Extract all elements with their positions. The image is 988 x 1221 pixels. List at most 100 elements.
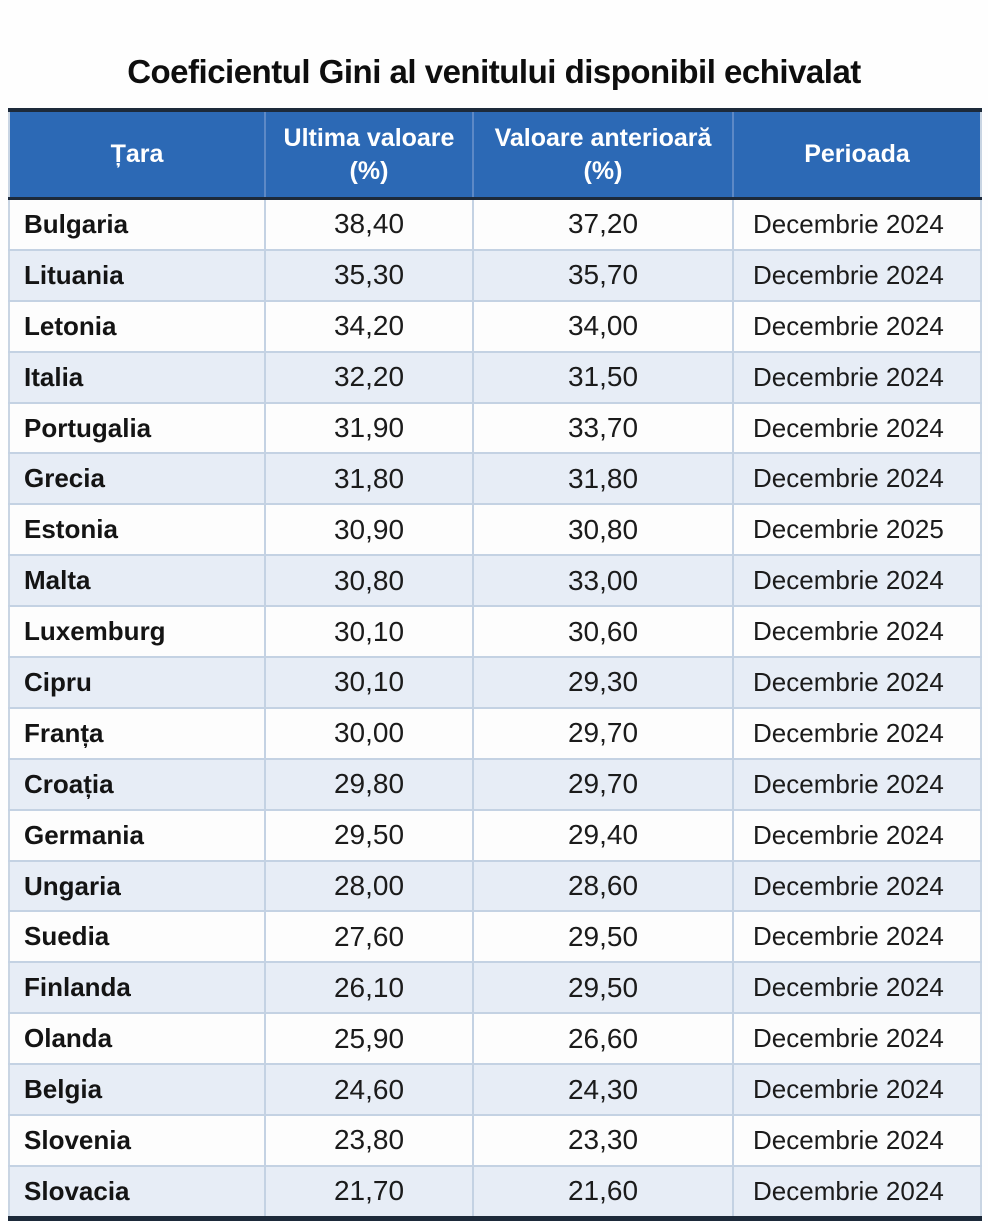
previous-value-cell: 24,30 xyxy=(472,1063,733,1116)
column-header-unit: (%) xyxy=(583,156,623,185)
period-cell: Decembrie 2024 xyxy=(732,656,981,708)
country-cell: Germania xyxy=(9,808,265,861)
country-cell: Olanda xyxy=(9,1012,265,1065)
period-cell: Decembrie 2024 xyxy=(732,554,981,607)
period-cell: Decembrie 2024 xyxy=(732,299,981,352)
table-row: Slovacia 21,70 21,60 Decembrie 2024 xyxy=(9,1164,981,1219)
last-value-cell: 25,90 xyxy=(264,1012,473,1065)
previous-value-cell: 30,60 xyxy=(472,605,733,658)
period-cell: Decembrie 2024 xyxy=(732,706,981,759)
country-cell: Bulgaria xyxy=(9,197,265,250)
country-cell: Portugalia xyxy=(9,401,265,454)
column-header-country: Țara xyxy=(9,108,265,200)
country-cell: Lituania xyxy=(9,248,265,301)
country-cell: Finlanda xyxy=(9,961,265,1014)
previous-value-cell: 29,50 xyxy=(472,910,733,963)
last-value-cell: 23,80 xyxy=(264,1114,473,1166)
column-header-last-value: Ultima valoare (%) xyxy=(264,108,473,200)
table-header-row: Țara Ultima valoare (%) Valoare anterioa… xyxy=(9,108,981,200)
country-cell: Italia xyxy=(9,350,265,403)
previous-value-cell: 21,60 xyxy=(472,1164,733,1219)
table-header: Țara Ultima valoare (%) Valoare anterioa… xyxy=(9,108,981,200)
table-row: Cipru 30,10 29,30 Decembrie 2024 xyxy=(9,656,981,708)
period-cell: Decembrie 2024 xyxy=(732,757,981,810)
table-row: Germania 29,50 29,40 Decembrie 2024 xyxy=(9,808,981,861)
table-row: Portugalia 31,90 33,70 Decembrie 2024 xyxy=(9,401,981,454)
country-cell: Franța xyxy=(9,706,265,759)
period-cell: Decembrie 2024 xyxy=(732,401,981,454)
table-row: Bulgaria 38,40 37,20 Decembrie 2024 xyxy=(9,197,981,250)
previous-value-cell: 28,60 xyxy=(472,859,733,912)
table-row: Olanda 25,90 26,60 Decembrie 2024 xyxy=(9,1012,981,1065)
country-cell: Malta xyxy=(9,554,265,607)
last-value-cell: 24,60 xyxy=(264,1063,473,1116)
table-row: Luxemburg 30,10 30,60 Decembrie 2024 xyxy=(9,605,981,658)
previous-value-cell: 34,00 xyxy=(472,299,733,352)
previous-value-cell: 29,40 xyxy=(472,808,733,861)
table-row: Lituania 35,30 35,70 Decembrie 2024 xyxy=(9,248,981,301)
last-value-cell: 21,70 xyxy=(264,1164,473,1219)
last-value-cell: 30,90 xyxy=(264,503,473,556)
last-value-cell: 30,10 xyxy=(264,656,473,708)
period-cell: Decembrie 2024 xyxy=(732,961,981,1014)
table-row: Grecia 31,80 31,80 Decembrie 2024 xyxy=(9,452,981,505)
last-value-cell: 26,10 xyxy=(264,961,473,1014)
period-cell: Decembrie 2024 xyxy=(732,1114,981,1166)
table-row: Slovenia 23,80 23,30 Decembrie 2024 xyxy=(9,1114,981,1166)
last-value-cell: 29,80 xyxy=(264,757,473,810)
previous-value-cell: 30,80 xyxy=(472,503,733,556)
previous-value-cell: 33,70 xyxy=(472,401,733,454)
table-row: Ungaria 28,00 28,60 Decembrie 2024 xyxy=(9,859,981,912)
country-cell: Croația xyxy=(9,757,265,810)
column-header-period: Perioada xyxy=(732,108,981,200)
period-cell: Decembrie 2024 xyxy=(732,248,981,301)
country-cell: Slovacia xyxy=(9,1164,265,1219)
previous-value-cell: 31,50 xyxy=(472,350,733,403)
table-body: Bulgaria 38,40 37,20 Decembrie 2024 Lituania… xyxy=(9,197,981,1219)
period-cell: Decembrie 2024 xyxy=(732,910,981,963)
period-cell: Decembrie 2024 xyxy=(732,1164,981,1219)
previous-value-cell: 35,70 xyxy=(472,248,733,301)
previous-value-cell: 31,80 xyxy=(472,452,733,505)
period-cell: Decembrie 2024 xyxy=(732,197,981,250)
country-cell: Belgia xyxy=(9,1063,265,1116)
country-cell: Estonia xyxy=(9,503,265,556)
last-value-cell: 38,40 xyxy=(264,197,473,250)
column-header-unit: (%) xyxy=(349,156,389,185)
period-cell: Decembrie 2024 xyxy=(732,859,981,912)
table-row: Estonia 30,90 30,80 Decembrie 2025 xyxy=(9,503,981,556)
column-header-label: Țara xyxy=(110,140,164,168)
period-cell: Decembrie 2024 xyxy=(732,808,981,861)
last-value-cell: 28,00 xyxy=(264,859,473,912)
last-value-cell: 31,80 xyxy=(264,452,473,505)
country-cell: Suedia xyxy=(9,910,265,963)
previous-value-cell: 29,70 xyxy=(472,706,733,759)
last-value-cell: 30,10 xyxy=(264,605,473,658)
last-value-cell: 32,20 xyxy=(264,350,473,403)
gini-table: Țara Ultima valoare (%) Valoare anterioa… xyxy=(8,108,982,1221)
table-row: Belgia 24,60 24,30 Decembrie 2024 xyxy=(9,1063,981,1116)
table-row: Suedia 27,60 29,50 Decembrie 2024 xyxy=(9,910,981,963)
last-value-cell: 29,50 xyxy=(264,808,473,861)
table-row: Finlanda 26,10 29,50 Decembrie 2024 xyxy=(9,961,981,1014)
country-cell: Cipru xyxy=(9,656,265,708)
table-row: Malta 30,80 33,00 Decembrie 2024 xyxy=(9,554,981,607)
previous-value-cell: 26,60 xyxy=(472,1012,733,1065)
column-header-label: Perioada xyxy=(804,140,910,168)
period-cell: Decembrie 2024 xyxy=(732,605,981,658)
period-cell: Decembrie 2024 xyxy=(732,350,981,403)
previous-value-cell: 37,20 xyxy=(472,197,733,250)
last-value-cell: 35,30 xyxy=(264,248,473,301)
table-row: Letonia 34,20 34,00 Decembrie 2024 xyxy=(9,299,981,352)
previous-value-cell: 29,30 xyxy=(472,656,733,708)
last-value-cell: 30,80 xyxy=(264,554,473,607)
table-row: Italia 32,20 31,50 Decembrie 2024 xyxy=(9,350,981,403)
previous-value-cell: 29,70 xyxy=(472,757,733,810)
column-header-label: Valoare anterioară xyxy=(494,123,712,152)
period-cell: Decembrie 2024 xyxy=(732,1063,981,1116)
country-cell: Letonia xyxy=(9,299,265,352)
table-row: Franța 30,00 29,70 Decembrie 2024 xyxy=(9,706,981,759)
period-cell: Decembrie 2024 xyxy=(732,452,981,505)
country-cell: Slovenia xyxy=(9,1114,265,1166)
table-row: Croația 29,80 29,70 Decembrie 2024 xyxy=(9,757,981,810)
